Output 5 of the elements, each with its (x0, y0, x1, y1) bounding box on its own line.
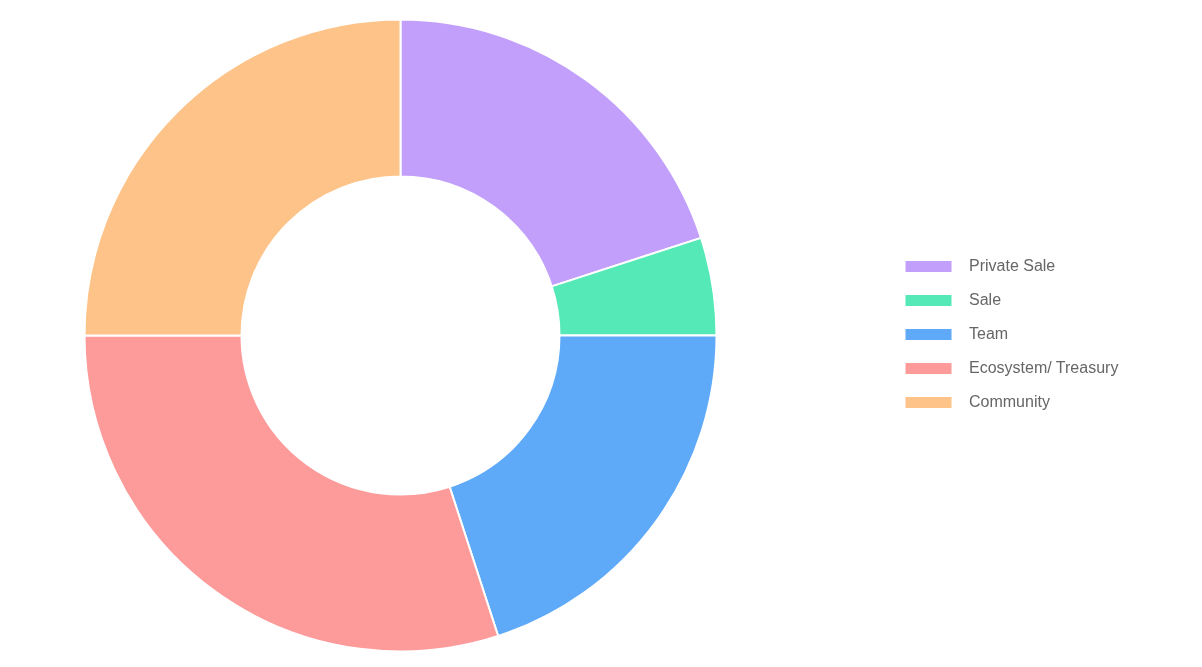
legend-label: Sale (969, 290, 1002, 310)
legend-label: Team (969, 324, 1009, 344)
legend-label: Ecosystem/ Treasury (969, 358, 1119, 378)
legend-label: Private Sale (969, 256, 1056, 276)
legend-label: Community (969, 392, 1050, 412)
